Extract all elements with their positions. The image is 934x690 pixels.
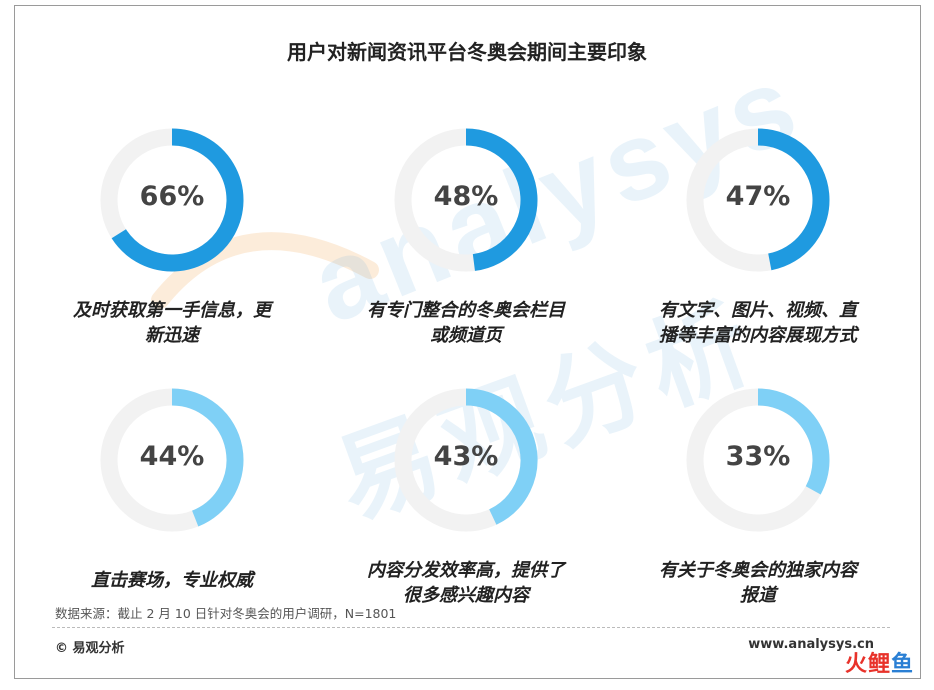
footer-divider bbox=[52, 627, 890, 628]
ring-percent-label: 43% bbox=[433, 441, 499, 472]
ring-category-label-line: 或频道页 bbox=[430, 325, 502, 346]
chart-frame bbox=[14, 5, 921, 679]
ring-category-label: 有关于冬奥会的独家内容 报道 bbox=[633, 558, 883, 608]
stamp-char: 鲤 bbox=[867, 652, 891, 677]
ring-percent-label: 33% bbox=[725, 441, 791, 472]
ring-arc-44 bbox=[171, 388, 244, 527]
ring-category-label: 内容分发效率高，提供了 很多感兴趣内容 bbox=[341, 558, 591, 608]
ring-percent-label: 66% bbox=[139, 181, 205, 212]
ring-category-label: 及时获取第一手信息，更 新迅速 bbox=[47, 298, 297, 348]
stamp-char: 火 bbox=[844, 652, 868, 677]
brand-footer: © 易观分析 bbox=[55, 641, 125, 656]
stamp-char: 鱼 bbox=[890, 652, 914, 677]
ring-arc-47 bbox=[757, 128, 830, 271]
ring-category-label-line: 有关于冬奥会的独家内容 bbox=[659, 560, 857, 581]
ring-percent-label: 48% bbox=[433, 181, 499, 212]
ring-arc-33 bbox=[757, 388, 830, 495]
ring-arc-48 bbox=[465, 128, 538, 271]
ring-category-label-line: 报道 bbox=[740, 585, 776, 606]
watermark-stamp: 火鲤鱼 bbox=[845, 646, 914, 678]
ring-category-label: 有专门整合的冬奥会栏目 或频道页 bbox=[341, 298, 591, 348]
ring-category-label-line: 内容分发效率高，提供了 bbox=[367, 560, 565, 581]
ring-category-label-line: 及时获取第一手信息，更 bbox=[73, 300, 271, 321]
ring-category-label-line: 有专门整合的冬奥会栏目 bbox=[367, 300, 565, 321]
source-note: 数据来源：截止 2 月 10 日针对冬奥会的用户调研，N=1801 bbox=[55, 606, 397, 621]
ring-category-label: 直击赛场，专业权威 bbox=[47, 568, 297, 593]
ring-category-label-line: 新迅速 bbox=[145, 325, 199, 346]
ring-percent-label: 47% bbox=[725, 181, 791, 212]
ring-category-label: 有文字、图片、视频、直 播等丰富的内容展现方式 bbox=[633, 298, 883, 348]
chart-title: 用户对新闻资讯平台冬奥会期间主要印象 bbox=[287, 40, 647, 64]
ring-category-label-line: 很多感兴趣内容 bbox=[403, 585, 529, 606]
ring-category-label-line: 有文字、图片、视频、直 bbox=[659, 300, 857, 321]
ring-percent-label: 44% bbox=[139, 441, 205, 472]
website-footer: www.analysys.cn bbox=[748, 637, 874, 652]
ring-category-label-line: 播等丰富的内容展现方式 bbox=[659, 325, 857, 346]
ring-arc-66 bbox=[111, 128, 244, 272]
ring-category-label-line: 直击赛场，专业权威 bbox=[91, 570, 253, 591]
ring-arc-43 bbox=[465, 388, 538, 525]
